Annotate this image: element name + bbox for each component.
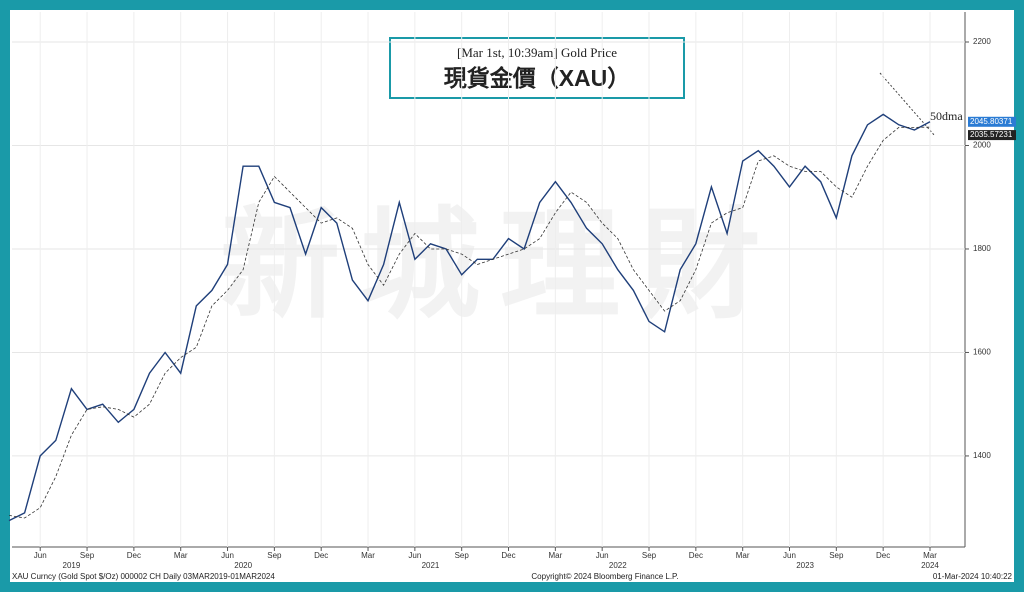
x-tick-label: Jun bbox=[596, 551, 609, 560]
footer-right: 01-Mar-2024 10:40:22 bbox=[933, 572, 1013, 581]
last-value-label: 2035.57231 bbox=[970, 130, 1013, 139]
chart-background bbox=[10, 10, 1014, 582]
x-tick-label: Sep bbox=[80, 551, 95, 560]
x-tick-label: Dec bbox=[501, 551, 515, 560]
x-tick-label: Sep bbox=[642, 551, 657, 560]
series-line bbox=[8, 126, 931, 519]
x-tick-label: Mar bbox=[361, 551, 375, 560]
x-tick-label: Sep bbox=[455, 551, 470, 560]
y-tick-label: 2200 bbox=[973, 37, 991, 46]
x-tick-label: Sep bbox=[267, 551, 282, 560]
y-tick-label: 2000 bbox=[973, 141, 991, 150]
y-tick-label: 1600 bbox=[973, 348, 991, 357]
x-tick-label: Mar bbox=[736, 551, 750, 560]
last-value-label: 2045.80371 bbox=[970, 117, 1013, 126]
x-year-label: 2024 bbox=[921, 561, 939, 570]
x-year-label: 2019 bbox=[63, 561, 81, 570]
x-year-label: 2020 bbox=[234, 561, 252, 570]
footer-center: Copyright© 2024 Bloomberg Finance L.P. bbox=[531, 572, 678, 581]
x-year-label: 2021 bbox=[422, 561, 440, 570]
x-tick-label: Dec bbox=[127, 551, 141, 560]
y-tick-label: 1800 bbox=[973, 244, 991, 253]
y-tick-label: 1400 bbox=[973, 451, 991, 460]
series-annotation: 50dma bbox=[930, 109, 963, 123]
x-tick-label: Jun bbox=[408, 551, 421, 560]
x-tick-label: Dec bbox=[314, 551, 328, 560]
last-value-tag bbox=[968, 116, 1016, 127]
x-year-label: 2022 bbox=[609, 561, 627, 570]
x-tick-label: Dec bbox=[689, 551, 703, 560]
series-line bbox=[8, 113, 931, 522]
x-tick-label: Mar bbox=[548, 551, 562, 560]
x-tick-label: Jun bbox=[783, 551, 796, 560]
x-tick-label: Mar bbox=[174, 551, 188, 560]
x-tick-label: Mar bbox=[923, 551, 937, 560]
trend-line bbox=[879, 72, 936, 137]
x-tick-label: Jun bbox=[221, 551, 234, 560]
x-year-label: 2023 bbox=[796, 561, 814, 570]
x-tick-label: Dec bbox=[876, 551, 890, 560]
x-tick-label: Jun bbox=[34, 551, 47, 560]
chart-title: [Mar 1st, 10:39am] Gold Price bbox=[457, 45, 617, 60]
title-box bbox=[389, 37, 685, 99]
x-tick-label: Sep bbox=[829, 551, 844, 560]
footer-left: XAU Curncy (Gold Spot $/Oz) 000002 CH Da… bbox=[12, 572, 275, 581]
chart-subtitle: 現貨金價（XAU） bbox=[444, 65, 631, 91]
last-value-tag bbox=[968, 130, 1016, 141]
